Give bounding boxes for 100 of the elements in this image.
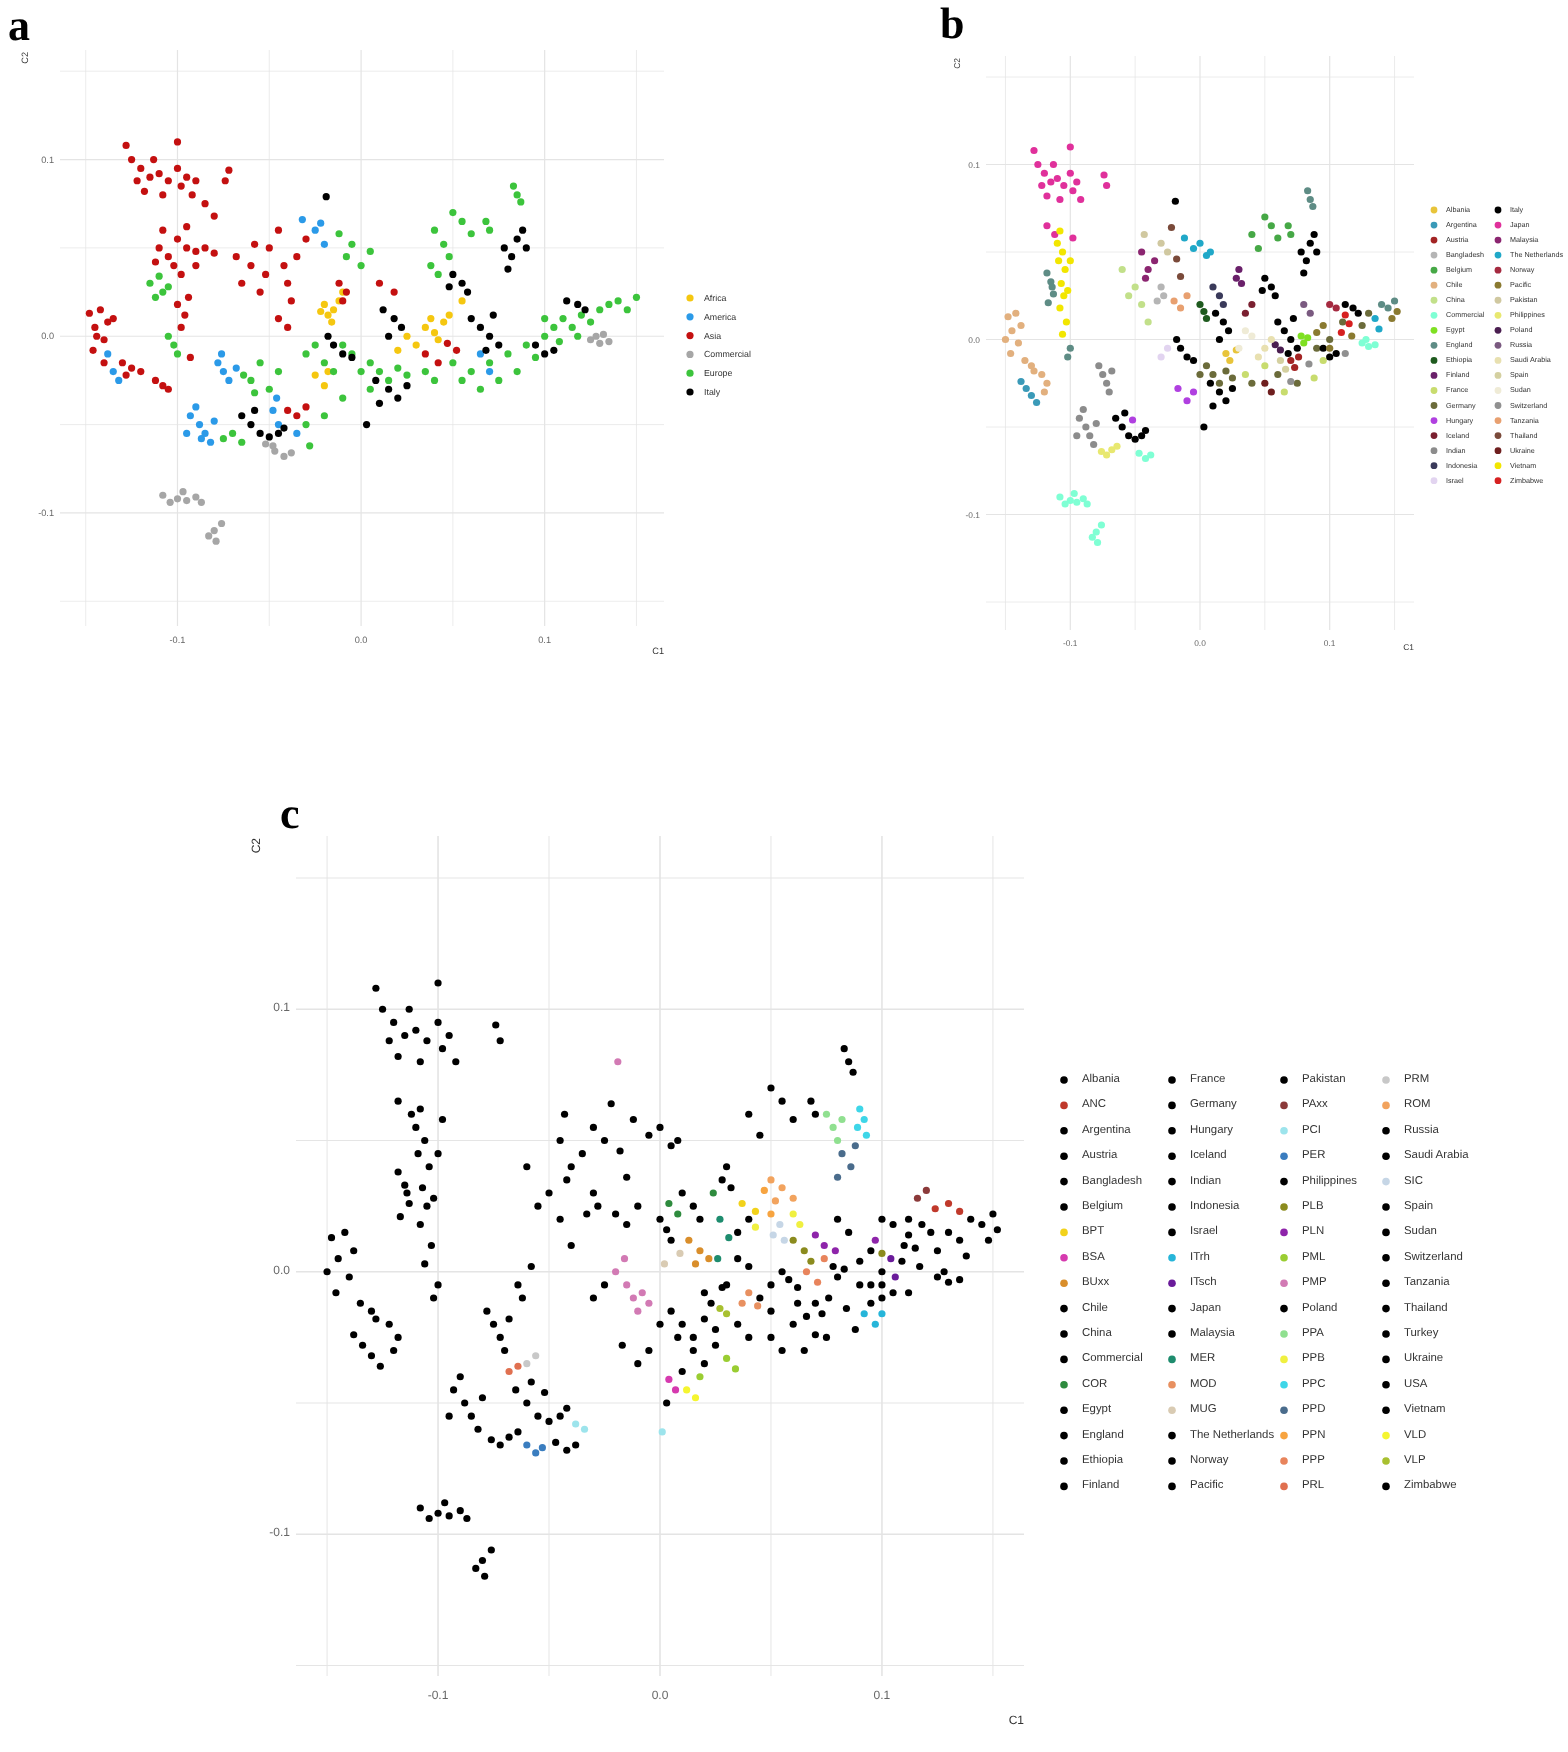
point	[379, 306, 387, 314]
point	[887, 1255, 895, 1263]
point	[403, 1189, 411, 1197]
point	[629, 1115, 637, 1124]
point	[878, 1215, 886, 1223]
point	[1153, 297, 1161, 305]
point	[811, 1331, 819, 1339]
point	[481, 1572, 489, 1580]
point	[452, 1058, 460, 1066]
point	[427, 1241, 435, 1250]
point	[1121, 409, 1129, 417]
point	[500, 244, 508, 252]
point	[967, 1215, 975, 1223]
point	[1040, 388, 1048, 396]
point	[989, 1210, 997, 1218]
point	[1040, 169, 1048, 177]
point	[656, 1123, 664, 1131]
point	[390, 314, 398, 323]
point	[1170, 297, 1178, 305]
point	[867, 1299, 875, 1307]
point	[1313, 248, 1321, 256]
point	[487, 1546, 495, 1554]
point	[849, 1068, 857, 1076]
point	[445, 1412, 453, 1420]
point	[1007, 349, 1015, 358]
point	[1012, 309, 1020, 317]
point	[592, 332, 600, 340]
point	[1053, 239, 1061, 247]
point	[1326, 300, 1334, 309]
point	[856, 1105, 864, 1113]
point	[531, 341, 540, 349]
point	[1300, 339, 1308, 347]
point	[324, 311, 332, 319]
point	[425, 1514, 433, 1523]
point	[1163, 248, 1172, 256]
point	[1157, 283, 1165, 291]
point	[1287, 356, 1295, 365]
point	[1079, 495, 1087, 503]
point	[913, 1194, 922, 1202]
point	[545, 1417, 553, 1425]
point	[1309, 202, 1317, 211]
point	[716, 1215, 724, 1223]
point	[1393, 307, 1401, 316]
point	[889, 1220, 897, 1229]
point	[1082, 423, 1090, 431]
point	[416, 1105, 424, 1113]
point	[645, 1346, 653, 1355]
point	[210, 526, 218, 535]
point	[1069, 187, 1077, 195]
point	[871, 1320, 879, 1328]
point	[696, 1373, 704, 1381]
point	[1001, 335, 1010, 344]
point	[1306, 195, 1314, 204]
point	[394, 394, 402, 402]
point	[1038, 181, 1046, 190]
point	[1319, 356, 1327, 365]
point	[700, 1289, 708, 1297]
point	[534, 1202, 542, 1210]
point	[1254, 353, 1262, 361]
point	[552, 1438, 560, 1446]
point	[734, 1228, 742, 1236]
point	[1030, 146, 1038, 155]
point	[678, 1189, 686, 1197]
point	[563, 297, 571, 305]
point	[505, 1433, 513, 1441]
point	[538, 1444, 546, 1452]
point	[612, 1268, 620, 1276]
point	[944, 1228, 953, 1236]
point	[978, 1220, 986, 1229]
point	[320, 300, 328, 309]
point	[298, 216, 306, 224]
point	[412, 1026, 420, 1034]
point	[372, 376, 380, 384]
point	[1341, 349, 1349, 358]
point	[1248, 379, 1256, 387]
point	[838, 1150, 846, 1158]
point	[811, 1299, 819, 1307]
point	[476, 350, 485, 358]
point	[1332, 304, 1340, 312]
point	[274, 429, 283, 438]
point	[634, 1307, 642, 1315]
point	[1310, 230, 1318, 239]
point	[350, 1247, 358, 1255]
point	[711, 1341, 720, 1349]
point	[334, 1255, 342, 1263]
point	[691, 1260, 700, 1268]
point	[1163, 344, 1172, 352]
point	[1061, 265, 1069, 274]
point	[489, 1320, 498, 1328]
point	[891, 1273, 899, 1281]
point	[1056, 493, 1064, 501]
point	[796, 1220, 804, 1229]
point	[423, 1202, 431, 1210]
point	[339, 350, 347, 358]
point	[1297, 332, 1305, 340]
point	[1280, 388, 1288, 396]
point	[414, 1150, 422, 1158]
point	[840, 1045, 848, 1053]
point	[1038, 370, 1046, 379]
point	[769, 1231, 777, 1239]
